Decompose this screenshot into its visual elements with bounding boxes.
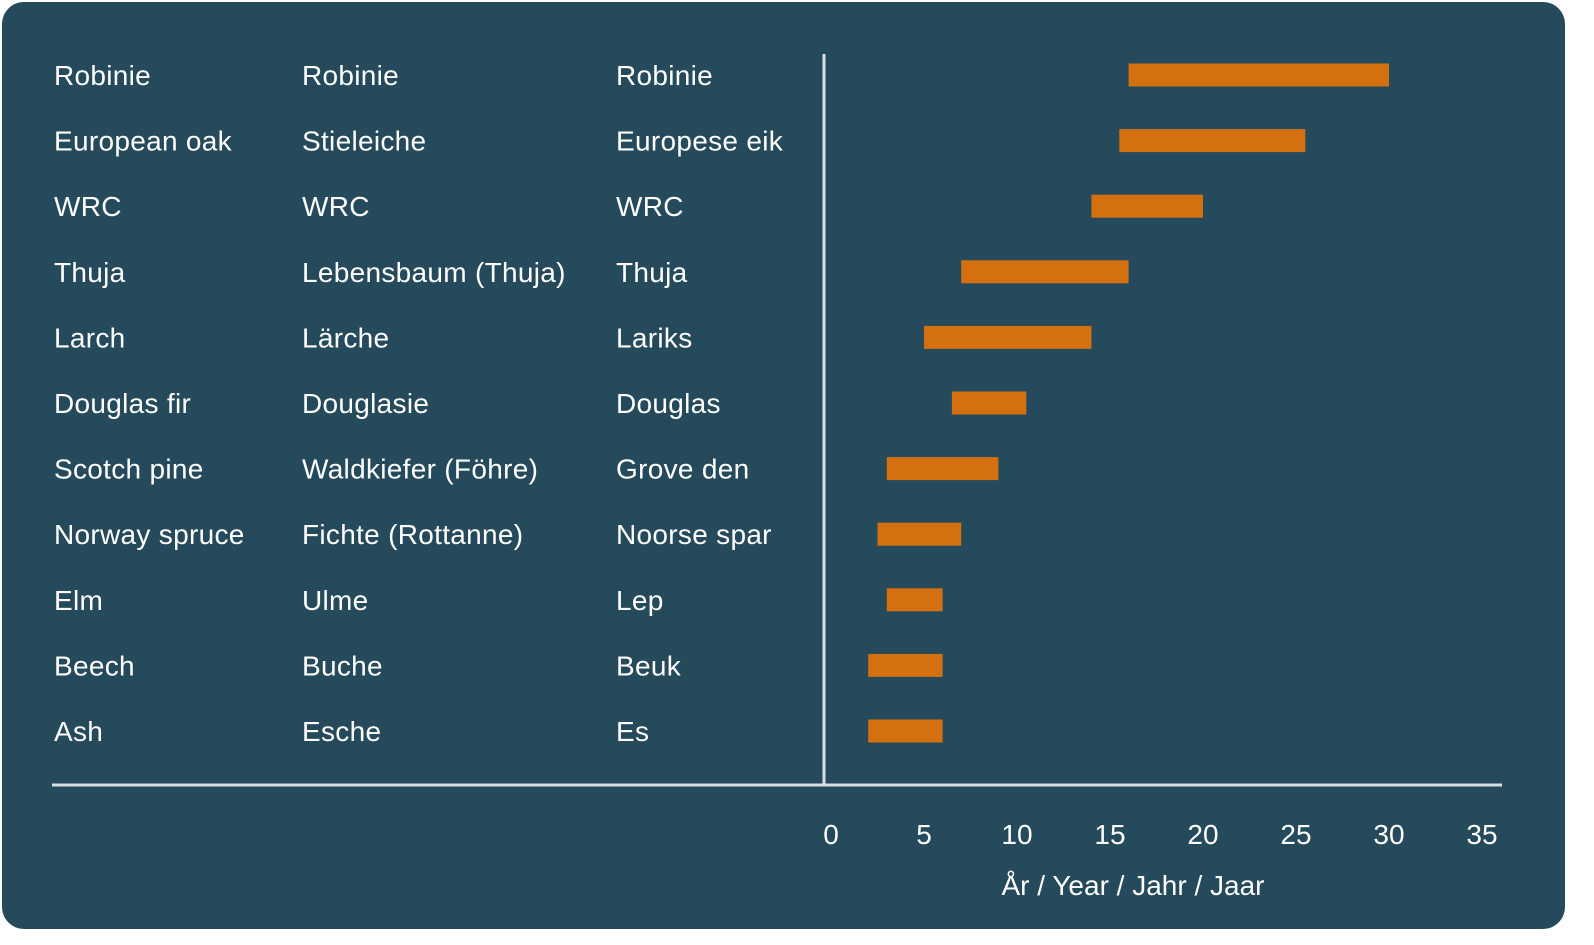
category-label-nl: Europese eik xyxy=(616,126,784,157)
category-label-en: Larch xyxy=(54,322,126,353)
x-tick-label: 30 xyxy=(1373,819,1404,850)
x-tick-labels: 0 5 10 15 20 25 30 35 xyxy=(823,819,1497,850)
x-tick-label: 35 xyxy=(1466,819,1497,850)
category-label-en: Scotch pine xyxy=(54,454,204,485)
category-label-nl: WRC xyxy=(616,191,684,222)
category-label-de: Douglasie xyxy=(302,388,429,419)
x-tick-label: 25 xyxy=(1280,819,1311,850)
category-label-de: Fichte (Rottanne) xyxy=(302,519,523,550)
range-bar-chart: Robinie Robinie Robinie European oak Stielei… xyxy=(52,54,1502,901)
x-tick-label: 5 xyxy=(916,819,932,850)
bar xyxy=(886,588,943,612)
x-tick-label: 20 xyxy=(1187,819,1218,850)
category-label-nl: Beuk xyxy=(616,650,682,681)
category-labels: Robinie Robinie Robinie European oak Stielei… xyxy=(54,60,784,747)
category-label-de: Lärche xyxy=(302,322,389,353)
category-label-nl: Lep xyxy=(616,585,664,616)
category-label-de: Buche xyxy=(302,650,383,681)
category-label-de: WRC xyxy=(302,191,370,222)
bar xyxy=(868,719,943,743)
category-label-en: Norway spruce xyxy=(54,519,245,550)
category-label-en: Ash xyxy=(54,716,103,747)
category-label-nl: Noorse spar xyxy=(616,519,772,550)
category-label-nl: Douglas xyxy=(616,388,721,419)
category-label-en: Elm xyxy=(54,585,103,616)
bar xyxy=(1119,129,1306,153)
bar xyxy=(868,653,943,677)
category-label-en: Beech xyxy=(54,650,135,681)
category-label-de: Lebensbaum (Thuja) xyxy=(302,257,566,288)
chart-card: Robinie Robinie Robinie European oak Stielei… xyxy=(2,2,1565,929)
category-label-en: Thuja xyxy=(54,257,126,288)
category-label-nl: Thuja xyxy=(616,257,688,288)
category-label-de: Robinie xyxy=(302,60,399,91)
bar xyxy=(924,325,1092,349)
category-label-en: European oak xyxy=(54,126,233,157)
category-label-nl: Robinie xyxy=(616,60,713,91)
bar xyxy=(961,260,1129,284)
x-axis-title: År / Year / Jahr / Jaar xyxy=(1001,870,1264,901)
x-tick-label: 15 xyxy=(1094,819,1125,850)
bars xyxy=(868,63,1389,743)
category-label-de: Stieleiche xyxy=(302,126,426,157)
category-label-en: Robinie xyxy=(54,60,151,91)
x-tick-label: 0 xyxy=(823,819,839,850)
bar xyxy=(951,391,1027,415)
category-label-nl: Lariks xyxy=(616,322,693,353)
category-label-de: Waldkiefer (Föhre) xyxy=(302,454,538,485)
bar xyxy=(886,457,999,481)
category-label-nl: Es xyxy=(616,716,649,747)
bar xyxy=(1091,194,1203,218)
category-label-en: Douglas fir xyxy=(54,388,191,419)
category-label-de: Esche xyxy=(302,716,381,747)
x-tick-label: 10 xyxy=(1001,819,1032,850)
category-label-nl: Grove den xyxy=(616,454,749,485)
bar xyxy=(877,522,962,546)
category-label-de: Ulme xyxy=(302,585,369,616)
bar xyxy=(1128,63,1389,87)
category-label-en: WRC xyxy=(54,191,122,222)
